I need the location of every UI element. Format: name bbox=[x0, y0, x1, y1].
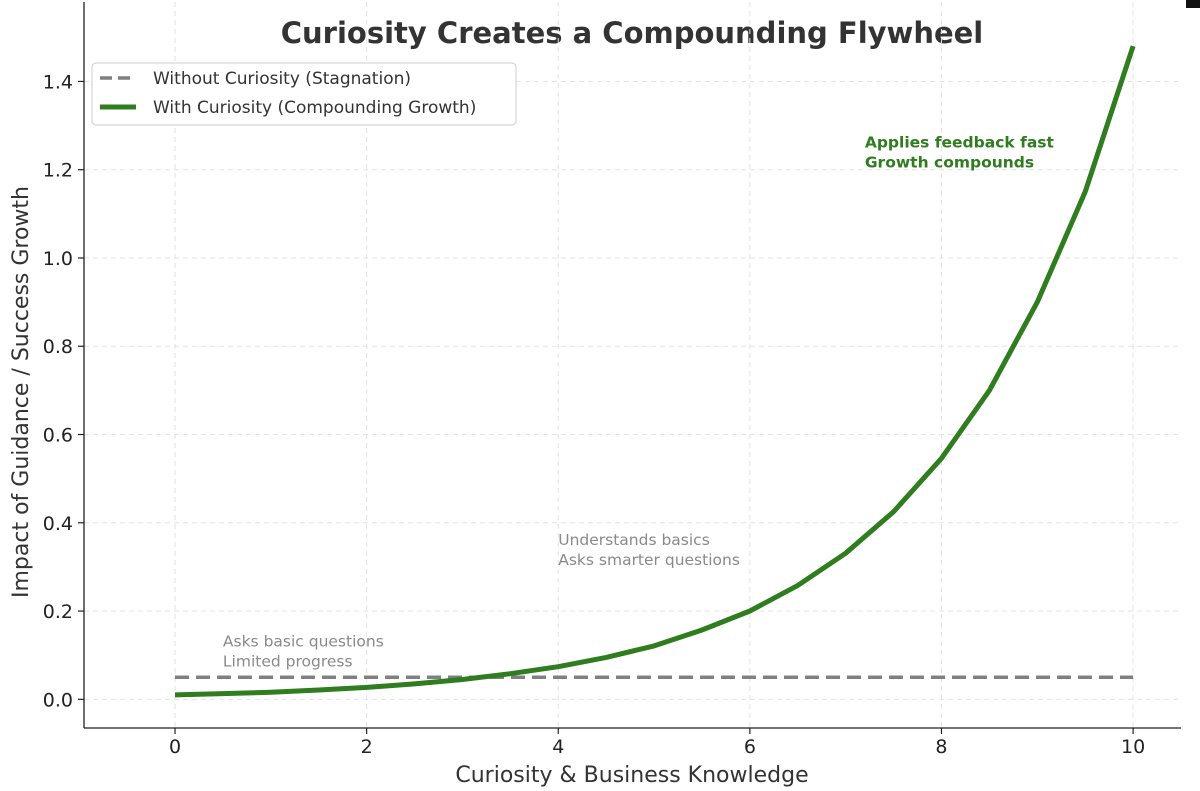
y-axis-ticks: 0.0 0.2 0.4 0.6 0.8 1.0 1.2 1.4 bbox=[43, 71, 84, 711]
annotations: Asks basic questions Limited progress Unde… bbox=[223, 134, 1055, 671]
x-tick-label-4: 8 bbox=[935, 736, 947, 758]
annotation-1-line-0: Understands basics bbox=[558, 531, 710, 549]
annotation-0: Asks basic questions Limited progress bbox=[223, 632, 384, 670]
legend-label-stagnation: Without Curiosity (Stagnation) bbox=[153, 69, 411, 89]
y-tick-label-3: 0.6 bbox=[43, 425, 73, 447]
annotation-2-line-1: Growth compounds bbox=[865, 154, 1034, 172]
x-tick-label-3: 6 bbox=[744, 736, 756, 758]
x-tick-label-5: 10 bbox=[1121, 736, 1145, 758]
legend-box bbox=[91, 62, 517, 126]
annotation-1-line-1: Asks smarter questions bbox=[558, 551, 740, 569]
x-tick-label-2: 4 bbox=[552, 736, 564, 758]
y-tick-label-6: 1.2 bbox=[43, 160, 73, 182]
y-tick-label-5: 1.0 bbox=[43, 248, 73, 270]
series-line-growth bbox=[174, 45, 1136, 698]
annotation-0-line-0: Asks basic questions bbox=[223, 632, 384, 650]
y-tick-label-7: 1.4 bbox=[43, 71, 73, 93]
y-tick-label-1: 0.2 bbox=[43, 601, 73, 623]
y-tick-label-2: 0.4 bbox=[43, 513, 73, 535]
x-axis-ticks: 0 2 4 6 8 10 bbox=[169, 728, 1145, 758]
y-axis-label: Impact of Guidance / Success Growth bbox=[9, 186, 34, 598]
axes bbox=[83, 2, 1181, 729]
corner-artifact bbox=[1186, 0, 1200, 8]
series-group bbox=[174, 45, 1136, 698]
y-tick-label-4: 0.8 bbox=[43, 336, 73, 358]
annotation-2: Applies feedback fast Growth compounds bbox=[865, 134, 1055, 172]
x-axis-label: Curiosity & Business Knowledge bbox=[455, 763, 808, 788]
y-tick-label-0: 0.0 bbox=[43, 689, 73, 711]
legend-label-growth: With Curiosity (Compounding Growth) bbox=[153, 98, 476, 118]
annotation-0-line-1: Limited progress bbox=[223, 652, 353, 670]
x-tick-label-0: 0 bbox=[169, 736, 181, 758]
annotation-1: Understands basics Asks smarter questions bbox=[558, 531, 740, 569]
x-tick-label-1: 2 bbox=[361, 736, 373, 758]
chart-title: Curiosity Creates a Compounding Flywheel bbox=[281, 16, 984, 50]
annotation-2-line-0: Applies feedback fast bbox=[865, 134, 1055, 152]
legend: Without Curiosity (Stagnation) With Curi… bbox=[91, 62, 517, 126]
